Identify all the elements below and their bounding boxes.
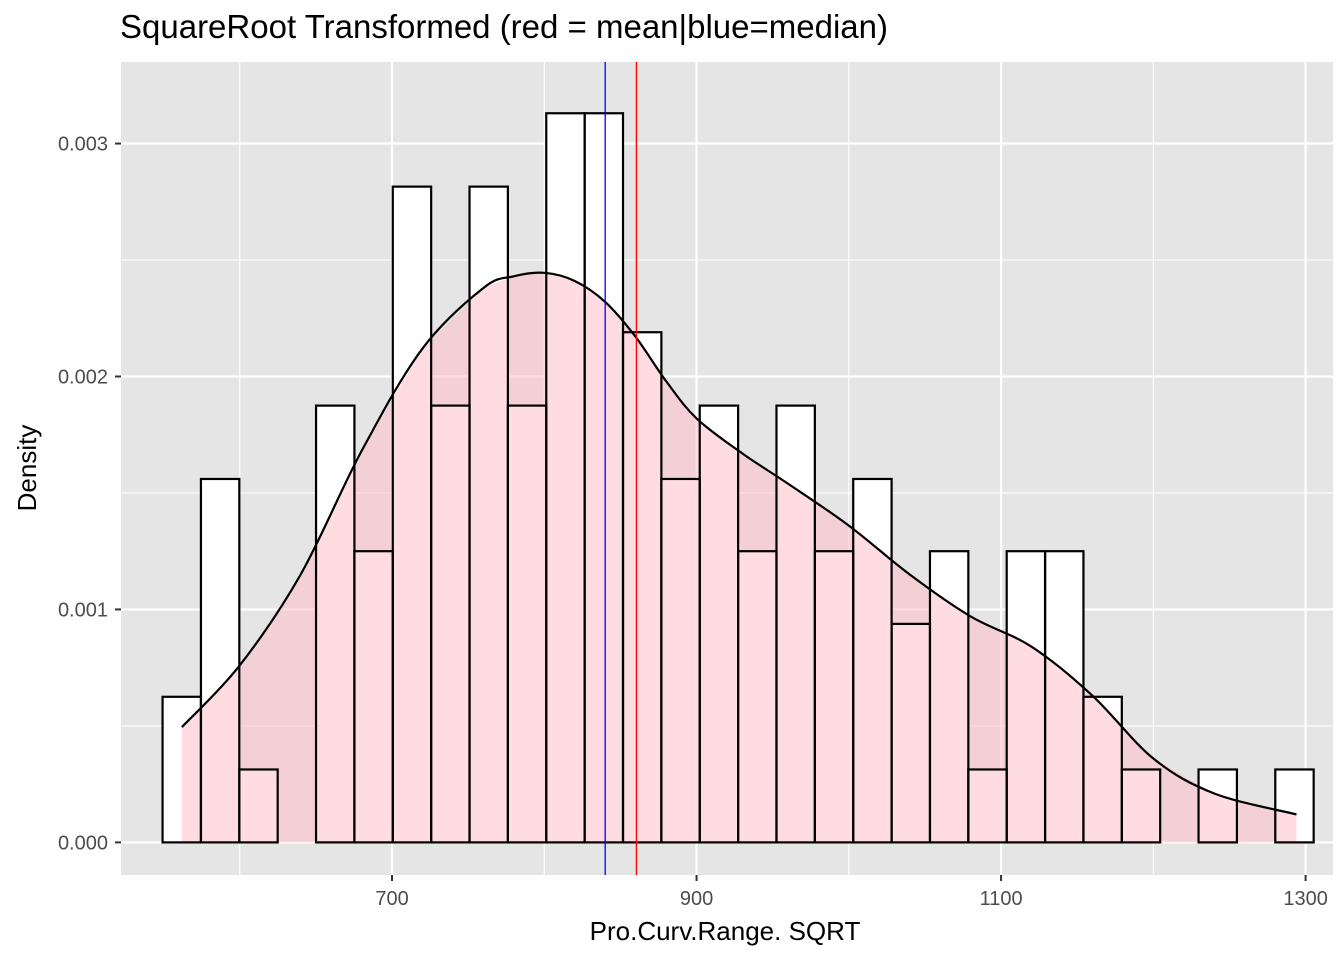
- x-tick-label: 700: [375, 888, 408, 910]
- reference-lines: [604, 62, 638, 875]
- histogram-bar: [545, 112, 586, 844]
- histogram-bar: [1274, 768, 1315, 844]
- histogram-bar: [583, 112, 625, 844]
- histogram-bar: [775, 404, 816, 844]
- density-curve: [181, 271, 1297, 816]
- histogram-bar: [314, 404, 356, 844]
- histogram-bar: [391, 185, 433, 844]
- x-axis-title: Pro.Curv.Range. SQRT: [590, 916, 861, 946]
- histogram-bars: [161, 112, 1315, 844]
- histogram-bar: [430, 404, 471, 844]
- y-axis-title: Density: [12, 425, 42, 512]
- y-tick-label: 0.000: [58, 832, 108, 854]
- histogram-bar: [161, 695, 203, 844]
- chart-title: SquareRoot Transformed (red = mean|blue=…: [120, 8, 888, 45]
- histogram-bar: [1120, 768, 1162, 844]
- histogram-bar: [238, 768, 279, 844]
- y-tick-label: 0.002: [58, 366, 108, 388]
- x-tick-label: 1300: [1283, 888, 1328, 910]
- histogram-bar: [967, 768, 1008, 844]
- histogram-bar: [698, 404, 740, 844]
- histogram-bar: [890, 622, 932, 844]
- x-tick-label: 1100: [980, 888, 1023, 910]
- y-tick-label: 0.001: [58, 599, 108, 621]
- histogram-bar: [660, 477, 701, 844]
- histogram-bar: [1197, 768, 1239, 844]
- histogram-bar: [353, 550, 394, 844]
- x-axis: 700 900 1100 1300: [375, 875, 1328, 910]
- x-tick-label: 900: [680, 888, 713, 910]
- histogram-bar: [1082, 695, 1123, 844]
- histogram-bar: [813, 550, 855, 844]
- histogram-bar: [928, 550, 970, 844]
- histogram-bar: [199, 477, 241, 844]
- y-tick-label: 0.003: [58, 134, 108, 156]
- histogram-bar: [621, 331, 663, 844]
- histogram-bar: [506, 404, 548, 844]
- histogram-bar: [1043, 550, 1085, 844]
- histogram-bar: [737, 550, 778, 844]
- y-axis: 0.000 0.001 0.002 0.003: [58, 134, 121, 854]
- density-line-layer: [181, 271, 1297, 816]
- histogram-bar: [1005, 550, 1047, 844]
